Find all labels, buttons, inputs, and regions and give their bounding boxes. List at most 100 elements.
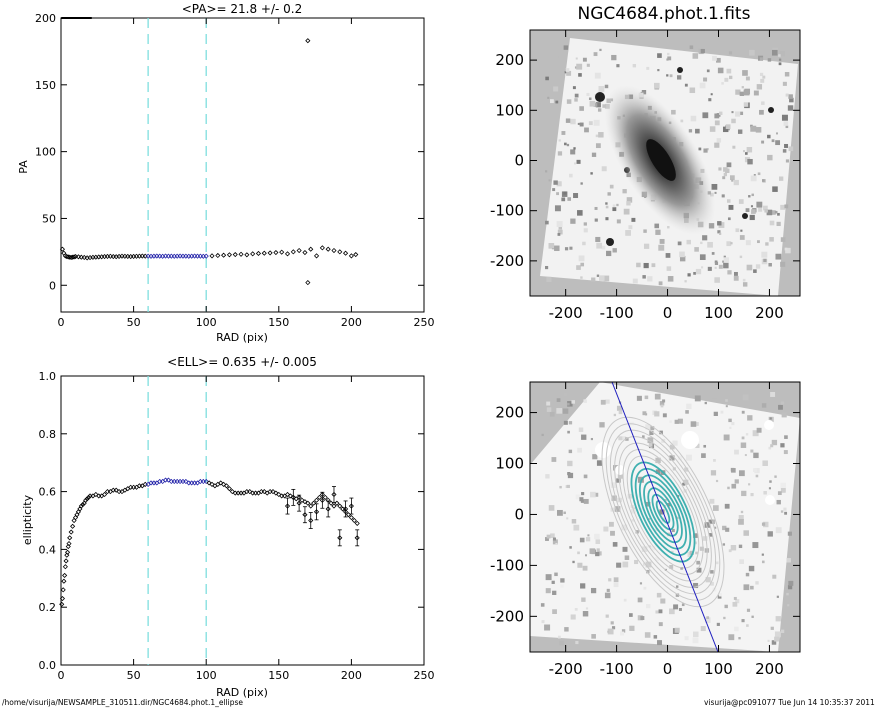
noise-pixel [725, 124, 731, 130]
data-point [104, 489, 111, 495]
noise-pixel [715, 561, 719, 565]
noise-pixel [786, 592, 789, 596]
noise-pixel [735, 228, 740, 233]
noise-pixel [720, 410, 724, 414]
noise-pixel [617, 473, 624, 479]
noise-pixel [626, 197, 633, 203]
noise-pixel [732, 145, 736, 149]
noise-pixel [613, 577, 619, 583]
noise-pixel [726, 241, 732, 247]
noise-pixel [714, 526, 717, 529]
noise-pixel [573, 147, 576, 150]
noise-pixel [746, 624, 749, 627]
noise-pixel [775, 140, 781, 146]
y-tick-label: 50 [42, 212, 56, 225]
noise-pixel [714, 191, 717, 194]
noise-pixel [669, 420, 672, 423]
data-point [284, 251, 291, 257]
noise-pixel [662, 399, 666, 403]
noise-pixel [774, 210, 778, 214]
noise-pixel [616, 405, 622, 411]
noise-pixel [567, 472, 574, 479]
noise-pixel [761, 553, 764, 556]
noise-pixel [729, 426, 732, 429]
noise-pixel [721, 194, 725, 198]
isophote-contour [605, 423, 721, 601]
noise-pixel [723, 616, 726, 620]
data-point [177, 478, 183, 485]
noise-pixel [739, 255, 743, 259]
noise-pixel [784, 204, 789, 209]
noise-pixel [552, 537, 556, 541]
noise-pixel [642, 411, 647, 416]
data-point [197, 253, 203, 259]
footer-stamp: visurija@pc091077 Tue Jun 14 10:35:37 20… [704, 698, 875, 707]
noise-pixel [780, 510, 784, 513]
data-point [226, 486, 232, 492]
data-point [316, 494, 323, 500]
noise-pixel [653, 82, 660, 89]
noise-pixel [658, 622, 663, 627]
noise-pixel [774, 631, 781, 638]
noise-pixel [563, 191, 567, 195]
data-point [290, 494, 296, 500]
noise-pixel [636, 262, 641, 268]
noise-pixel [572, 86, 576, 90]
noise-pixel [730, 545, 737, 551]
noise-pixel [658, 609, 663, 614]
noise-pixel [695, 443, 700, 448]
noise-pixel [676, 516, 679, 520]
data-point [81, 254, 87, 261]
noise-pixel [784, 435, 788, 439]
noise-pixel [566, 99, 572, 104]
noise-pixel [613, 413, 617, 417]
data-point [226, 252, 232, 258]
y-tick-label: 200 [495, 404, 524, 422]
data-point [343, 506, 349, 512]
y-tick-label: 0 [514, 505, 524, 523]
noise-pixel [659, 430, 663, 435]
noise-pixel [782, 81, 787, 86]
noise-pixel [786, 558, 791, 563]
noise-pixel [623, 598, 627, 602]
y-tick-label: 200 [35, 12, 56, 25]
noise-pixel [610, 530, 615, 536]
noise-pixel [575, 57, 578, 60]
noise-pixel [784, 511, 788, 515]
noise-pixel [704, 617, 711, 623]
data-point [279, 493, 285, 499]
data-point [77, 506, 83, 512]
noise-pixel [591, 277, 596, 282]
data-point [151, 253, 157, 259]
data-point [162, 253, 169, 259]
noise-pixel [738, 470, 745, 477]
noise-pixel [770, 626, 774, 630]
data-point [305, 280, 311, 286]
noise-pixel [677, 418, 683, 424]
noise-pixel [738, 544, 743, 549]
noise-pixel [649, 430, 654, 436]
noise-pixel [752, 542, 759, 549]
data-point [162, 477, 169, 483]
noise-pixel [593, 103, 598, 107]
noise-pixel [603, 275, 610, 282]
noise-pixel [680, 119, 684, 123]
noise-pixel [594, 533, 600, 540]
noise-pixel [723, 255, 726, 258]
noise-pixel [734, 449, 739, 455]
noise-pixel [590, 172, 593, 175]
noise-pixel [582, 565, 588, 571]
noise-pixel [717, 67, 724, 74]
noise-pixel [626, 201, 631, 206]
noise-pixel [750, 175, 757, 182]
noise-pixel [727, 486, 730, 490]
noise-pixel [777, 212, 780, 216]
noise-pixel [755, 264, 761, 269]
x-tick-label: 200 [341, 669, 362, 682]
noise-pixel [645, 561, 652, 568]
x-tick-label: 0 [58, 669, 65, 682]
noise-pixel [611, 495, 617, 501]
ell-fit-range-lines [147, 376, 207, 665]
noise-pixel [725, 399, 728, 402]
noise-pixel [761, 522, 766, 526]
